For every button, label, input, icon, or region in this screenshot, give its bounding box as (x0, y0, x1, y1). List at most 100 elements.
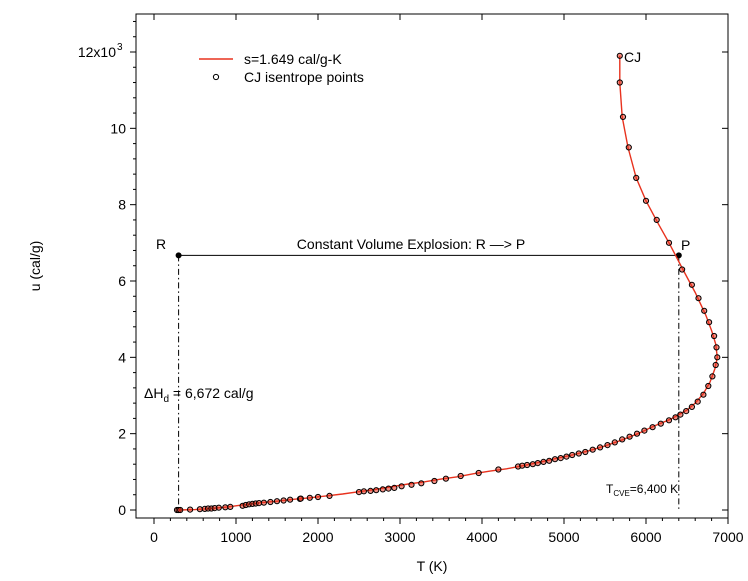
data-point (261, 500, 266, 505)
data-point (409, 482, 414, 487)
data-point (701, 392, 706, 397)
y-tick-label: 10 (110, 120, 126, 136)
data-point (713, 362, 718, 367)
data-point (535, 461, 540, 466)
data-point (689, 404, 694, 409)
data-point (712, 333, 717, 338)
x-axis-label: T (K) (417, 558, 448, 574)
plot-frame (136, 14, 728, 518)
data-point (673, 415, 678, 420)
data-point (368, 488, 373, 493)
y-tick-label: 4 (118, 349, 126, 365)
data-point (274, 499, 279, 504)
t-cve-annotation: TCVE=6,400 K (606, 482, 678, 498)
data-point (525, 462, 530, 467)
point-r-marker (176, 252, 182, 258)
legend-label-isentrope: s=1.649 cal/g-K (244, 51, 342, 67)
data-point (307, 495, 312, 500)
data-point (605, 443, 610, 448)
y-tick-label-exponent: 3 (117, 42, 123, 53)
data-point (281, 498, 286, 503)
data-point (650, 425, 655, 430)
delta-h-annotation: ΔHd = 6,672 cal/g (144, 385, 253, 405)
data-point (689, 282, 694, 287)
data-point (327, 493, 332, 498)
y-tick-label: 6 (118, 273, 126, 289)
data-point (386, 486, 391, 491)
data-point (374, 488, 379, 493)
t-cve-subscript: CVE (613, 489, 629, 498)
data-point (642, 428, 647, 433)
annotation-lines (176, 252, 682, 510)
series-line-isentrope (179, 56, 718, 510)
data-point (520, 463, 525, 468)
x-tick-label: 0 (150, 529, 158, 545)
data-point (583, 449, 588, 454)
y-tick-label: 8 (118, 197, 126, 213)
data-point (620, 114, 625, 119)
data-point (380, 487, 385, 492)
x-tick-label: 6000 (630, 529, 661, 545)
data-point (620, 437, 625, 442)
y-axis: 0 2 4 6 8 10 12x10 3 (78, 21, 728, 518)
delta-h-symbol: ΔH (144, 385, 163, 401)
data-point (626, 145, 631, 150)
data-point (702, 308, 707, 313)
data-point (576, 451, 581, 456)
data-point (558, 456, 563, 461)
data-point (547, 458, 552, 463)
data-point (228, 504, 233, 509)
data-point (256, 501, 261, 506)
data-point (643, 198, 648, 203)
x-tick-label: 3000 (384, 529, 415, 545)
data-point (361, 489, 366, 494)
data-point (714, 345, 719, 350)
data-point (458, 473, 463, 478)
data-point (178, 507, 183, 512)
data-point (570, 452, 575, 457)
data-point (432, 478, 437, 483)
data-point (399, 484, 404, 489)
data-point (392, 485, 397, 490)
data-point (564, 454, 569, 459)
delta-h-value: = 6,672 cal/g (169, 385, 253, 401)
data-point (443, 476, 448, 481)
t-cve-value: =6,400 K (630, 482, 678, 496)
data-point (188, 507, 193, 512)
cve-line-label: Constant Volume Explosion: R —> P (297, 236, 525, 252)
legend-label-cj-points: CJ isentrope points (244, 69, 364, 85)
data-point (706, 383, 711, 388)
y-tick-label: 0 (118, 502, 126, 518)
data-point (658, 421, 663, 426)
data-point (268, 499, 273, 504)
data-point (678, 412, 683, 417)
x-tick-label: 5000 (548, 529, 579, 545)
data-point (298, 496, 303, 501)
data-point (541, 459, 546, 464)
data-point (684, 409, 689, 414)
data-point (617, 80, 622, 85)
data-point (315, 494, 320, 499)
x-axis: 0 1000 2000 3000 4000 5000 6000 7000 (150, 14, 744, 545)
data-point (288, 497, 293, 502)
data-point (715, 355, 720, 360)
legend: s=1.649 cal/g-K CJ isentrope points (199, 51, 364, 85)
data-point (598, 445, 603, 450)
y-axis-label: u (cal/g) (27, 241, 43, 292)
x-tick-label: 7000 (712, 529, 743, 545)
data-point (356, 490, 361, 495)
data-point (617, 53, 622, 58)
data-point (530, 462, 535, 467)
x-tick-label: 4000 (466, 529, 497, 545)
data-point (680, 267, 685, 272)
data-point (552, 457, 557, 462)
data-point (654, 217, 659, 222)
data-point (590, 447, 595, 452)
data-point (634, 431, 639, 436)
data-point (695, 399, 700, 404)
data-point (216, 505, 221, 510)
data-point (666, 418, 671, 423)
data-point (666, 240, 671, 245)
data-point (223, 505, 228, 510)
